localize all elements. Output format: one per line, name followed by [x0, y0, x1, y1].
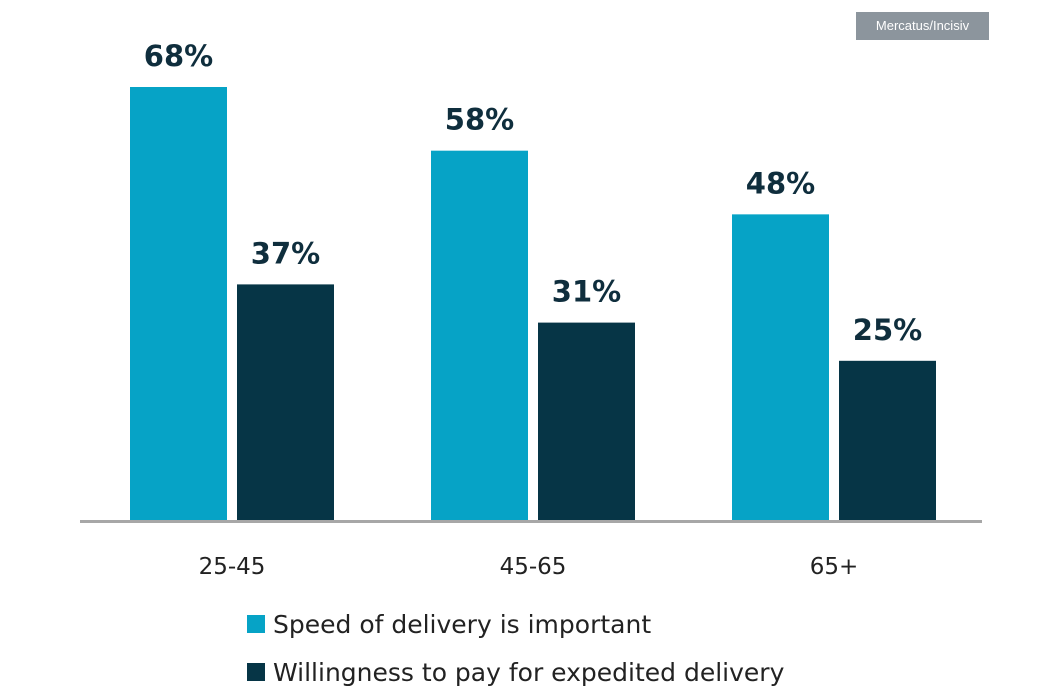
bar-25-45-series-2 [237, 284, 334, 520]
legend-item-willingness: Willingness to pay for expedited deliver… [247, 648, 784, 696]
data-label-25-45-series-2: 37% [251, 236, 320, 270]
legend-item-speed: Speed of delivery is important [247, 600, 784, 648]
data-label-65-series-1: 48% [746, 166, 815, 200]
bar-45-65-series-2 [538, 322, 635, 520]
bar-25-45-series-1 [130, 87, 227, 520]
data-label-65-series-2: 25% [853, 313, 922, 347]
x-tick-label-65: 65+ [810, 554, 859, 580]
legend-label-speed: Speed of delivery is important [273, 609, 652, 639]
bar-chart: 68% 37% 25-45 58% 31% 45-65 48% 25% 65+ [80, 39, 982, 580]
data-label-45-65-series-1: 58% [445, 103, 514, 137]
legend-label-willingness: Willingness to pay for expedited deliver… [273, 657, 785, 687]
bar-45-65-series-1 [431, 150, 528, 521]
data-label-45-65-series-2: 31% [552, 275, 621, 309]
x-tick-label-45-65: 45-65 [500, 554, 567, 580]
legend-swatch-willingness [247, 663, 265, 681]
bar-65-series-1 [732, 214, 829, 520]
legend-swatch-speed [247, 615, 265, 633]
source-badge: Mercatus/Incisiv [856, 12, 989, 40]
x-tick-label-25-45: 25-45 [199, 554, 266, 580]
data-label-25-45-series-1: 68% [144, 39, 213, 73]
chart-legend: Speed of delivery is important Willingne… [247, 600, 784, 696]
bar-65-series-2 [839, 360, 936, 520]
